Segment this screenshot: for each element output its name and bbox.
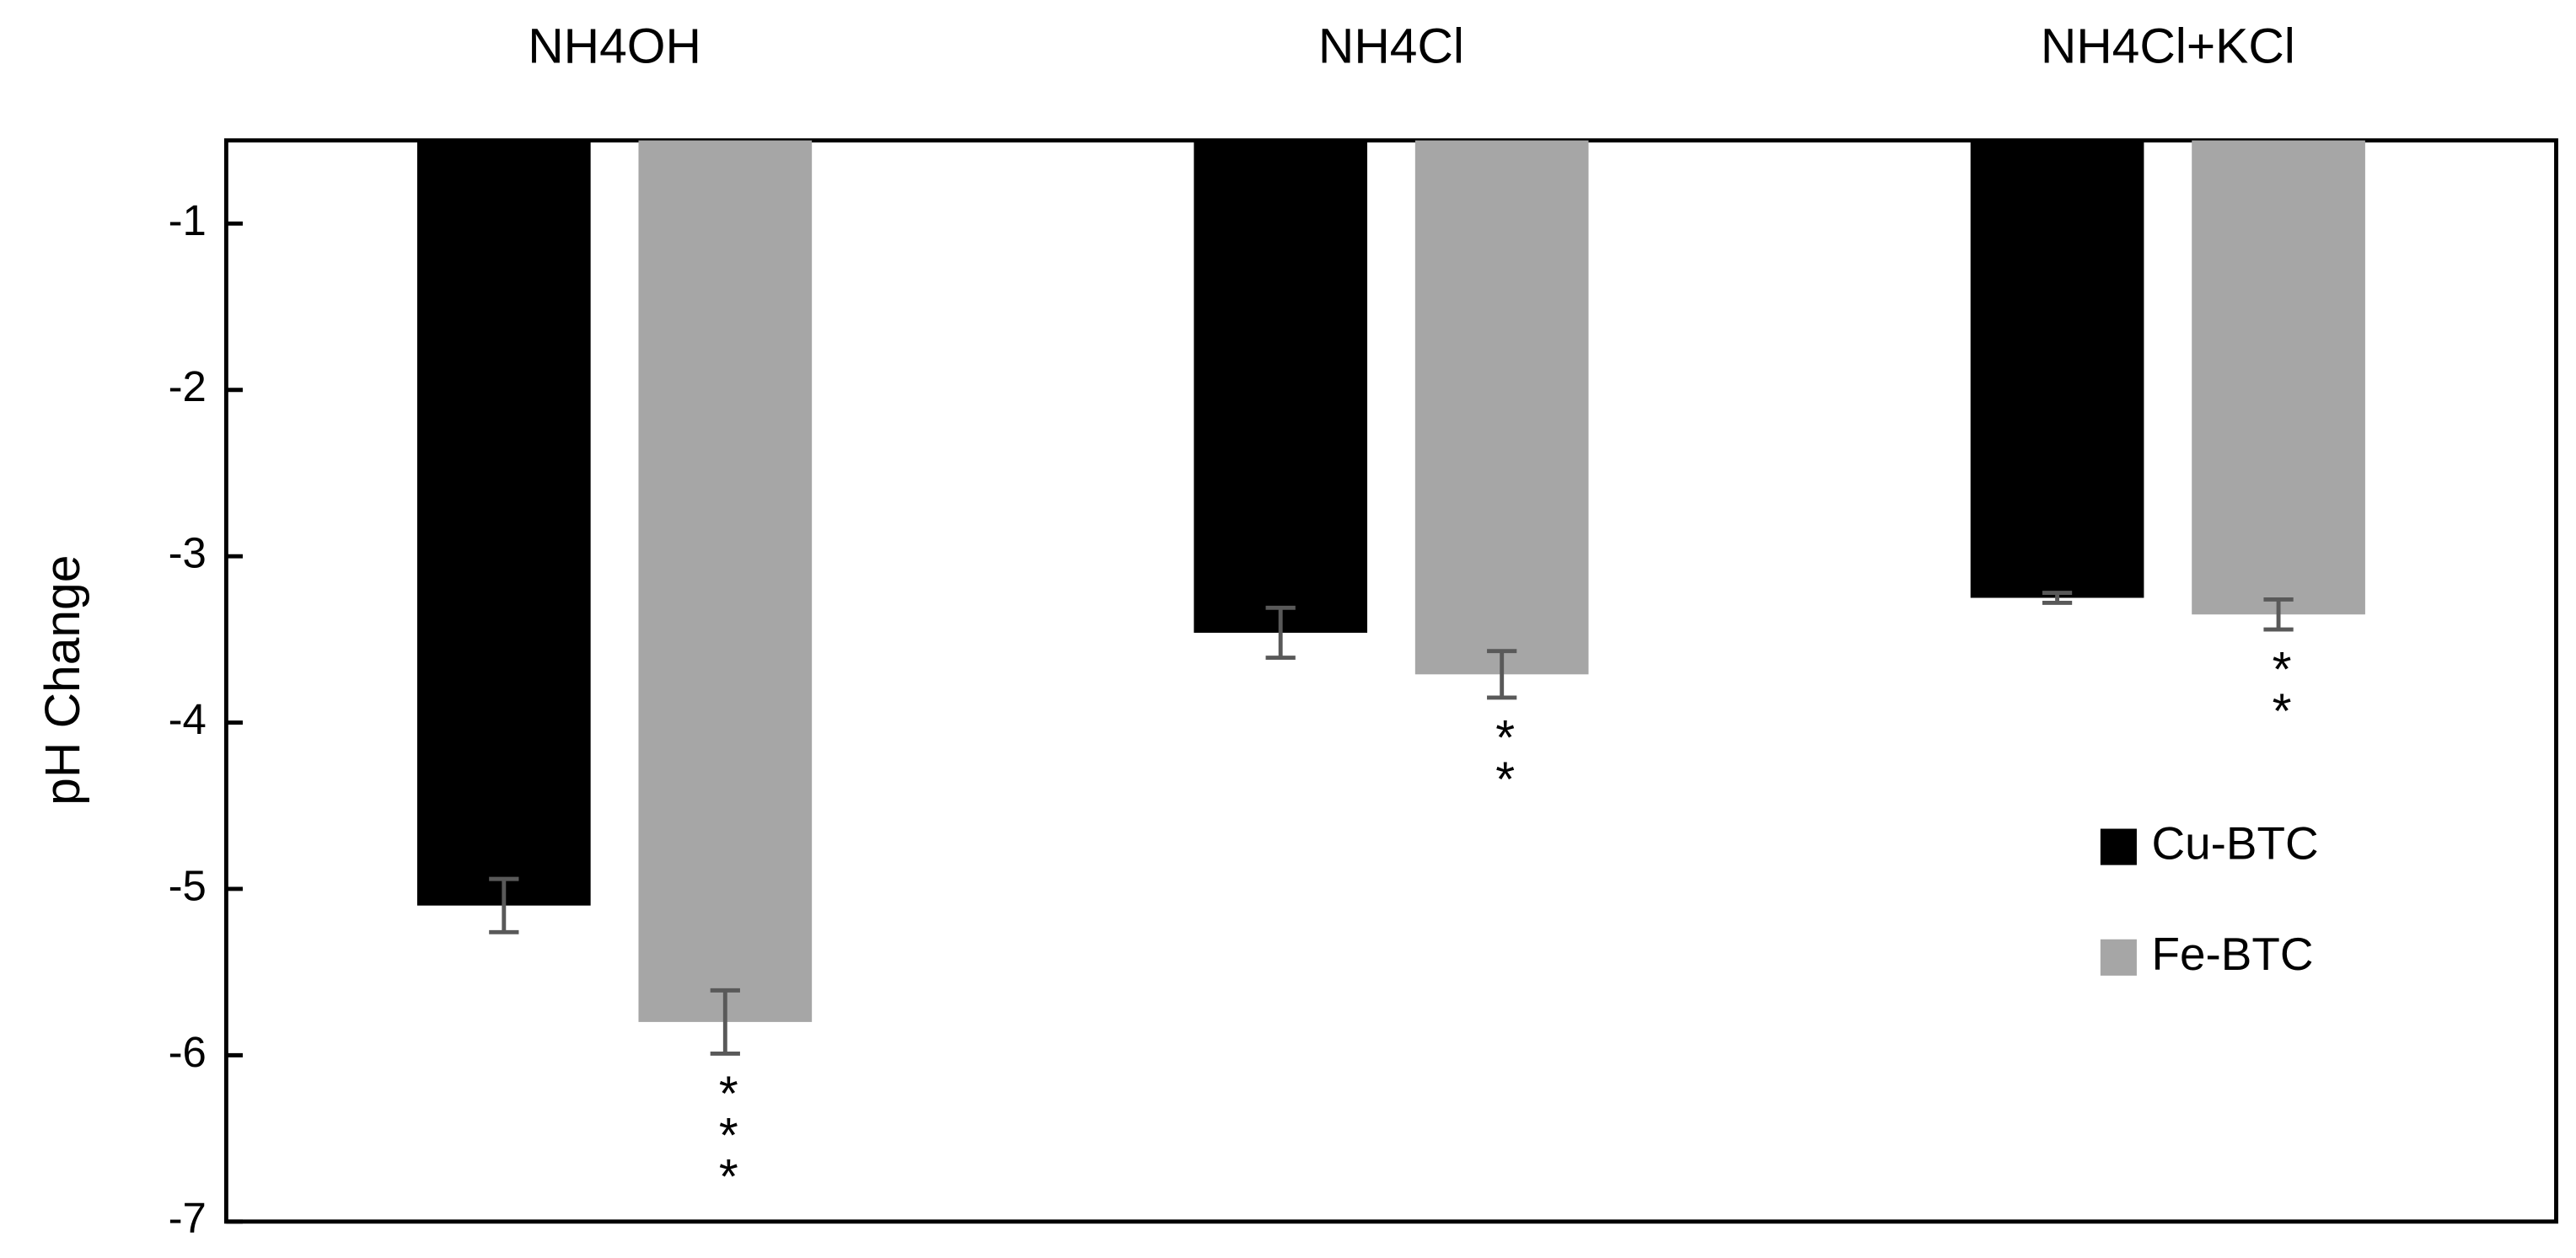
bar <box>416 140 591 906</box>
legend-swatch <box>2100 828 2137 865</box>
bar <box>2192 140 2365 615</box>
bar <box>1414 140 1589 675</box>
y-tick-label: -4 <box>169 695 207 743</box>
bar <box>638 140 813 1022</box>
legend-label: Cu-BTC <box>2152 817 2319 870</box>
bar <box>1970 140 2144 598</box>
plot-frame <box>223 138 2558 1224</box>
y-tick-label: -1 <box>169 196 207 244</box>
error-bar <box>1487 649 1517 700</box>
error-bar <box>489 876 519 934</box>
y-tick-label: -3 <box>169 529 207 577</box>
error-bar <box>710 988 740 1056</box>
significance-label: ** <box>1478 711 1532 795</box>
error-bar <box>1265 605 1296 661</box>
significance-label: *** <box>701 1067 756 1191</box>
significance-label: ** <box>2255 643 2310 726</box>
y-tick-label: -2 <box>169 362 207 410</box>
legend-label: Fe-BTC <box>2152 928 2314 980</box>
category-label: NH4Cl+KCl <box>2041 19 2295 73</box>
error-bar <box>2042 591 2073 605</box>
legend-swatch <box>2100 939 2137 976</box>
category-label: NH4Cl <box>1318 19 1464 73</box>
bar <box>1194 140 1368 633</box>
y-tick-label: -7 <box>169 1194 207 1242</box>
y-tick-label: -6 <box>169 1028 207 1076</box>
y-axis-label: pH Change <box>35 555 90 806</box>
y-tick-label: -5 <box>169 861 207 909</box>
category-label: NH4OH <box>528 19 701 73</box>
error-bar <box>2263 597 2294 632</box>
